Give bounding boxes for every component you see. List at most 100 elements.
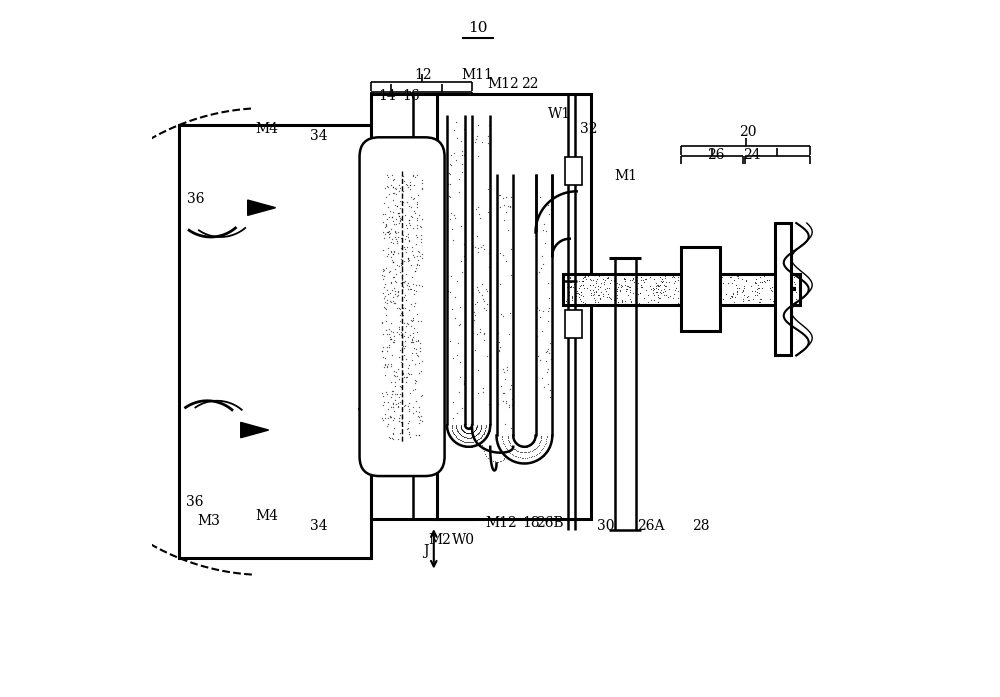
Point <box>407 207 423 218</box>
Point <box>532 436 548 447</box>
Point <box>319 245 335 256</box>
Point <box>456 436 472 447</box>
Point <box>559 293 575 305</box>
Point <box>355 424 371 436</box>
Point <box>291 546 307 557</box>
Point <box>224 173 240 184</box>
Point <box>177 309 193 321</box>
Point <box>756 270 772 282</box>
Point <box>777 273 793 284</box>
Point <box>560 273 576 284</box>
Point <box>316 130 332 141</box>
Point <box>277 418 293 429</box>
Point <box>237 353 253 364</box>
Point <box>388 214 404 225</box>
Point <box>292 357 308 368</box>
Point <box>582 284 598 296</box>
Point <box>181 320 197 331</box>
Point <box>473 423 489 434</box>
Point <box>544 342 560 353</box>
Point <box>395 196 411 207</box>
Point <box>334 236 350 247</box>
Point <box>212 419 228 430</box>
Point <box>338 207 354 218</box>
Point <box>279 366 295 377</box>
Point <box>451 174 467 185</box>
Point <box>741 294 757 305</box>
Point <box>319 305 335 316</box>
Point <box>539 447 555 458</box>
Point <box>483 455 499 466</box>
Point <box>353 513 369 524</box>
Point <box>402 219 418 230</box>
Point <box>465 431 481 443</box>
Point <box>232 522 248 533</box>
Text: M4: M4 <box>255 509 278 523</box>
Point <box>387 381 403 392</box>
Point <box>544 339 560 350</box>
Point <box>226 387 242 398</box>
Point <box>200 544 216 556</box>
Point <box>383 245 399 256</box>
Point <box>529 441 545 452</box>
Point <box>752 277 768 288</box>
Point <box>360 485 376 496</box>
Point <box>267 444 283 455</box>
Point <box>402 330 418 341</box>
Point <box>197 348 213 359</box>
Point <box>219 139 235 151</box>
Point <box>353 457 369 468</box>
Point <box>277 480 293 491</box>
Point <box>355 310 371 321</box>
Point <box>346 300 362 311</box>
Point <box>347 341 363 352</box>
Point <box>202 537 218 548</box>
Point <box>398 320 414 331</box>
Point <box>241 498 257 509</box>
Point <box>253 522 269 533</box>
Point <box>444 425 460 436</box>
Point <box>250 138 266 149</box>
Point <box>349 153 365 164</box>
Point <box>596 276 612 287</box>
Point <box>225 477 241 489</box>
Point <box>476 443 492 454</box>
Point <box>400 422 416 433</box>
Point <box>379 388 395 399</box>
Point <box>463 427 479 438</box>
Point <box>285 335 301 346</box>
Point <box>471 286 487 298</box>
Point <box>293 155 309 167</box>
Point <box>400 252 416 263</box>
Point <box>260 518 276 529</box>
Point <box>234 267 250 278</box>
Point <box>204 176 220 187</box>
Point <box>736 280 752 291</box>
Point <box>337 247 353 259</box>
Point <box>200 397 216 408</box>
Point <box>401 215 417 226</box>
Point <box>333 449 349 460</box>
Point <box>268 188 284 199</box>
Point <box>337 131 353 142</box>
Point <box>345 241 361 252</box>
Point <box>214 506 230 517</box>
Point <box>329 287 345 298</box>
Point <box>203 263 219 274</box>
Point <box>405 385 421 396</box>
Point <box>274 289 290 300</box>
Point <box>460 423 476 434</box>
Point <box>666 271 682 282</box>
Point <box>233 216 249 227</box>
Point <box>247 300 263 312</box>
Point <box>458 427 474 438</box>
Point <box>389 302 405 314</box>
Point <box>310 131 326 142</box>
Point <box>276 190 292 201</box>
Point <box>334 250 350 261</box>
Point <box>289 355 305 367</box>
Point <box>261 529 277 540</box>
Point <box>200 410 216 421</box>
Point <box>657 271 673 282</box>
Point <box>275 510 291 521</box>
